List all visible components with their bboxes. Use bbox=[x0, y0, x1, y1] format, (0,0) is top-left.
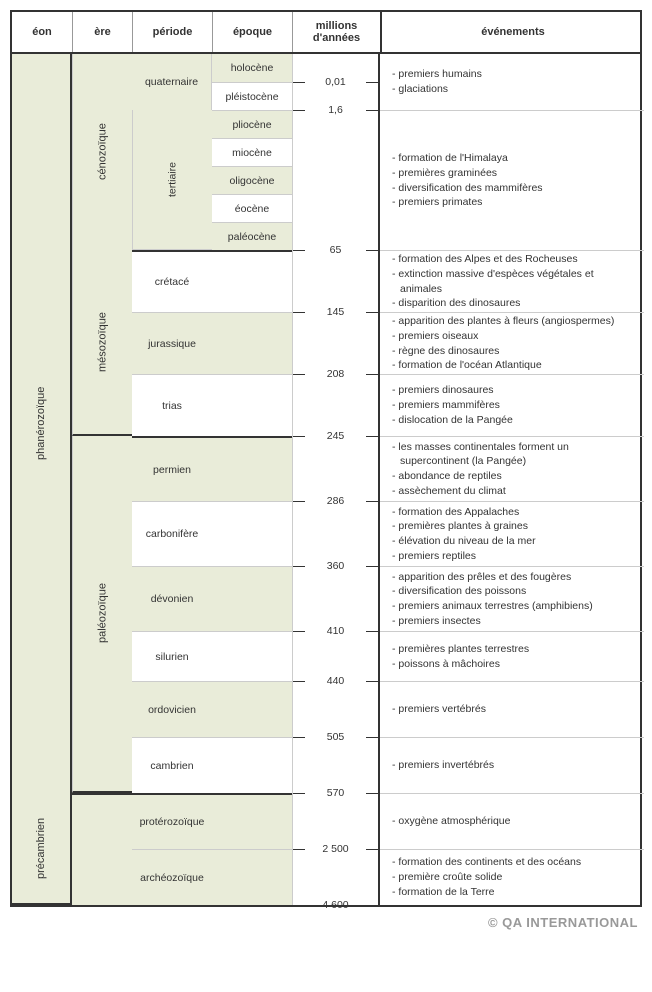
events-devonian: - apparition des prêles et des fougères-… bbox=[380, 566, 644, 631]
epoch-paleocene: paléocène bbox=[212, 222, 292, 250]
era-cenozoic: cénozoïque bbox=[72, 54, 132, 250]
year-mark: 0,01 bbox=[293, 75, 378, 89]
epoch-blank-4 bbox=[212, 436, 292, 501]
epoch-blank-7 bbox=[212, 631, 292, 681]
year-mark: 4 600 bbox=[293, 898, 378, 912]
hdr-epoch: époque bbox=[212, 12, 292, 52]
year-mark: 360 bbox=[293, 559, 378, 573]
period-archeozoic: archéozoïque bbox=[132, 849, 212, 905]
period-carboniferous: carbonifère bbox=[132, 501, 212, 566]
epoch-holocene: holocène bbox=[212, 54, 292, 82]
year-mark: 145 bbox=[293, 305, 378, 319]
era-precambrian-spacer bbox=[72, 793, 132, 905]
hdr-events: événements bbox=[380, 12, 644, 52]
year-mark: 1,6 bbox=[293, 103, 378, 117]
events-archeozoic: - formation des continents et des océans… bbox=[380, 849, 644, 905]
period-devonian: dévonien bbox=[132, 566, 212, 631]
period-tertiary: tertiaire bbox=[132, 110, 212, 250]
events-jurassic: - apparition des plantes à fleurs (angio… bbox=[380, 312, 644, 374]
year-mark: 245 bbox=[293, 429, 378, 443]
geologic-timeline: éon ère période époque millions d'années… bbox=[10, 10, 642, 930]
period-silurian: silurien bbox=[132, 631, 212, 681]
period-ordovician: ordovicien bbox=[132, 681, 212, 737]
epoch-blank-8 bbox=[212, 681, 292, 737]
period-triassic: trias bbox=[132, 374, 212, 436]
year-mark: 570 bbox=[293, 786, 378, 800]
events-triassic: - premiers dinosaures- premiers mammifèr… bbox=[380, 374, 644, 436]
epoch-eocene: éocène bbox=[212, 194, 292, 222]
events-proterozoic: - oxygène atmosphérique bbox=[380, 793, 644, 849]
events-quaternary: - premiers humains- glaciations bbox=[380, 54, 644, 110]
era-mesozoic: mésozoïque bbox=[72, 250, 132, 436]
year-mark: 440 bbox=[293, 674, 378, 688]
epoch-blank-2 bbox=[212, 312, 292, 374]
year-mark: 65 bbox=[293, 243, 378, 257]
header-row: éon ère période époque millions d'années… bbox=[12, 12, 640, 54]
year-mark: 208 bbox=[293, 367, 378, 381]
events-cretaceous: - formation des Alpes et des Rocheuses- … bbox=[380, 250, 644, 312]
timeline-table: éon ère période époque millions d'années… bbox=[10, 10, 642, 907]
events-tertiary: - formation de l'Himalaya- premières gra… bbox=[380, 110, 644, 250]
epoch-oligocene: oligocène bbox=[212, 166, 292, 194]
period-column: quaternaire tertiaire crétacé jurassique… bbox=[132, 54, 212, 905]
period-proterozoic: protérozoïque bbox=[132, 793, 212, 849]
period-quaternary: quaternaire bbox=[132, 54, 212, 110]
epoch-pliocene: pliocène bbox=[212, 110, 292, 138]
period-jurassic: jurassique bbox=[132, 312, 212, 374]
events-permian: - les masses continentales forment un su… bbox=[380, 436, 644, 501]
events-cambrian: - premiers invertébrés bbox=[380, 737, 644, 793]
period-cretaceous: crétacé bbox=[132, 250, 212, 312]
period-cambrian: cambrien bbox=[132, 737, 212, 793]
period-permian: permien bbox=[132, 436, 212, 501]
events-column: - premiers humains- glaciations - format… bbox=[380, 54, 644, 905]
events-carboniferous: - formation des Appalaches- premières pl… bbox=[380, 501, 644, 566]
eon-phanerozoic: phanérozoïque bbox=[12, 54, 70, 793]
epoch-miocene: miocène bbox=[212, 138, 292, 166]
year-mark: 286 bbox=[293, 494, 378, 508]
epoch-blank-1 bbox=[212, 250, 292, 312]
year-mark: 2 500 bbox=[293, 842, 378, 856]
era-paleozoic: paléozoïque bbox=[72, 436, 132, 793]
epoch-blank-10 bbox=[212, 793, 292, 849]
hdr-years: millions d'années bbox=[292, 12, 380, 52]
epoch-blank-5 bbox=[212, 501, 292, 566]
epoch-pleistocene: pléistocène bbox=[212, 82, 292, 110]
events-silurian: - premières plantes terrestres- poissons… bbox=[380, 631, 644, 681]
eon-column: phanérozoïque précambrien bbox=[12, 54, 72, 905]
years-column: 0,01 1,6 65 145 208 245 286 360 410 440 505 570 2 50… bbox=[292, 54, 380, 905]
year-mark: 410 bbox=[293, 624, 378, 638]
epoch-blank-11 bbox=[212, 849, 292, 905]
eon-precambrian: précambrien bbox=[12, 793, 70, 905]
epoch-blank-6 bbox=[212, 566, 292, 631]
hdr-era: ère bbox=[72, 12, 132, 52]
hdr-period: période bbox=[132, 12, 212, 52]
year-mark: 505 bbox=[293, 730, 378, 744]
epoch-blank-3 bbox=[212, 374, 292, 436]
epoch-blank-9 bbox=[212, 737, 292, 793]
epoch-column: holocène pléistocène pliocène miocène ol… bbox=[212, 54, 292, 905]
era-column: cénozoïque mésozoïque paléozoïque bbox=[72, 54, 132, 905]
hdr-eon: éon bbox=[12, 12, 72, 52]
events-ordovician: - premiers vertébrés bbox=[380, 681, 644, 737]
body-grid: phanérozoïque précambrien cénozoïque més… bbox=[12, 54, 640, 905]
